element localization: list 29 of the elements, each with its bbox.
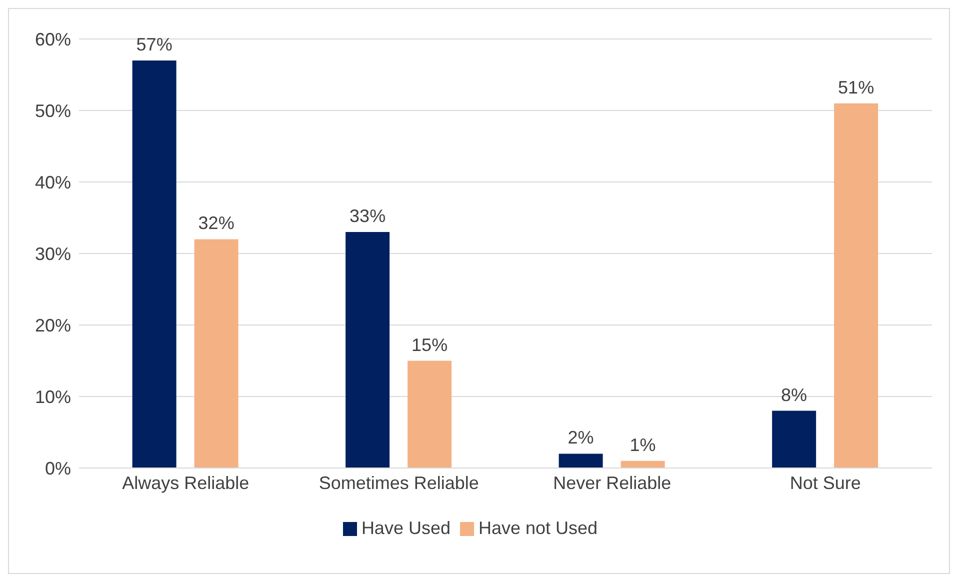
y-tick-label: 10% (34, 386, 71, 407)
x-tick-label: Sometimes Reliable (318, 472, 479, 493)
data-label: 8% (781, 384, 808, 405)
bar (346, 232, 390, 468)
y-tick-label: 50% (34, 100, 71, 121)
x-tick-label: Never Reliable (553, 472, 672, 493)
bar (132, 60, 176, 468)
bar (558, 454, 603, 468)
y-tick-label: 0% (44, 458, 71, 478)
y-tick-label: 40% (34, 172, 71, 192)
bar (620, 460, 665, 468)
bar (772, 410, 816, 468)
data-label: 33% (350, 206, 386, 226)
data-label: 15% (412, 334, 448, 355)
data-label: 1% (630, 434, 656, 455)
y-tick-label: 20% (34, 315, 71, 336)
bar (834, 103, 878, 468)
data-label: 32% (198, 213, 234, 234)
y-tick-label: 30% (34, 244, 71, 264)
data-label: 57% (136, 34, 172, 54)
data-label: 2% (568, 428, 594, 448)
x-tick-label: Always Reliable (122, 472, 250, 493)
x-tick-label: Not Sure (790, 472, 861, 493)
bar (194, 239, 238, 468)
bar (408, 360, 452, 468)
legend-label: Have not Used (478, 518, 598, 538)
data-label: 51% (838, 77, 874, 98)
y-tick-label: 60% (34, 29, 71, 50)
legend-label: Have Used (361, 518, 450, 538)
